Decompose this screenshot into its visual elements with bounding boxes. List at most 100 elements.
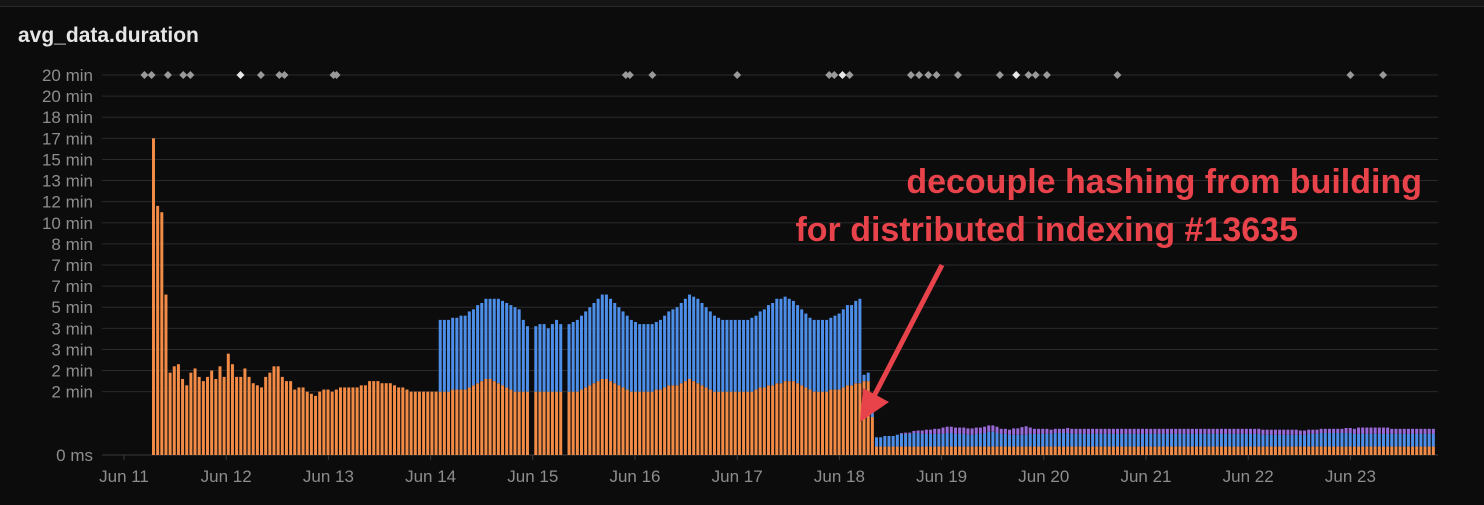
bar-segment: [629, 319, 633, 392]
bar-segment: [1361, 427, 1365, 434]
bar-segment: [1348, 433, 1352, 447]
event-marker[interactable]: [1031, 71, 1040, 79]
bar-segment: [1207, 446, 1211, 455]
bar-segment: [289, 381, 293, 455]
bar-segment: [704, 387, 708, 455]
event-marker[interactable]: [953, 71, 962, 79]
bar-segment: [384, 383, 388, 455]
y-tick-label: 2 min: [51, 383, 93, 402]
event-marker[interactable]: [1346, 71, 1355, 79]
bar-segment: [1411, 433, 1415, 447]
event-marker[interactable]: [275, 71, 284, 79]
bar-segment: [1261, 434, 1265, 447]
bar-segment: [447, 319, 451, 392]
bar-segment: [430, 391, 434, 455]
bar-segment: [1032, 446, 1036, 455]
bar-segment: [962, 446, 966, 455]
bar-segment: [941, 433, 945, 447]
bar-segment: [945, 426, 949, 434]
event-marker[interactable]: [924, 71, 933, 79]
bar-segment: [1024, 426, 1028, 435]
event-marker[interactable]: [625, 71, 634, 79]
bar-segment: [1111, 428, 1115, 434]
y-tick-label: 7 min: [51, 256, 93, 275]
bar-segment: [1348, 446, 1352, 455]
event-marker[interactable]: [825, 71, 834, 79]
bar-segment: [1381, 433, 1385, 447]
bar-segment: [592, 303, 596, 384]
event-marker[interactable]: [1113, 71, 1122, 79]
bar-segment: [1153, 428, 1157, 434]
event-marker[interactable]: [733, 71, 742, 79]
event-marker[interactable]: [186, 71, 195, 79]
bar-segment: [766, 305, 770, 386]
bar-segment: [787, 298, 791, 382]
event-marker[interactable]: [280, 71, 289, 79]
bar-segment: [825, 319, 829, 392]
event-marker[interactable]: [621, 71, 630, 79]
bar-segment: [937, 428, 941, 434]
x-tick-label: Jun 17: [712, 467, 763, 486]
bar-segment: [1286, 434, 1290, 447]
bar-segment: [1045, 433, 1049, 447]
event-marker[interactable]: [256, 71, 265, 79]
bar-segment: [359, 385, 363, 455]
event-marker[interactable]: [1024, 71, 1033, 79]
bar-segment: [1190, 428, 1194, 434]
event-marker[interactable]: [995, 71, 1004, 79]
event-marker[interactable]: [147, 71, 156, 79]
event-marker[interactable]: [1379, 71, 1388, 79]
bar-segment: [754, 389, 758, 455]
bar-segment: [1381, 427, 1385, 434]
bar-segment: [276, 366, 280, 455]
event-marker[interactable]: [915, 71, 924, 79]
event-marker[interactable]: [140, 71, 149, 79]
bar-segment: [650, 324, 654, 392]
bar-segment: [783, 381, 787, 455]
bar-segment: [1303, 434, 1307, 447]
event-marker[interactable]: [1042, 71, 1051, 79]
event-marker[interactable]: [236, 71, 245, 79]
event-marker[interactable]: [845, 71, 854, 79]
bar-segment: [850, 305, 854, 386]
bar-segment: [858, 298, 862, 384]
event-marker[interactable]: [179, 71, 188, 79]
bar-segment: [555, 391, 559, 455]
bar-segment: [812, 391, 816, 455]
bar-segment: [496, 298, 500, 384]
bar-segment: [912, 446, 916, 455]
bar-segment: [613, 383, 617, 455]
event-marker[interactable]: [830, 71, 839, 79]
bar-segment: [1095, 428, 1099, 434]
event-marker[interactable]: [332, 71, 341, 79]
bar-segment: [1186, 428, 1190, 434]
bar-segment: [1178, 428, 1182, 434]
bar-segment: [484, 298, 488, 379]
bar-segment: [941, 446, 945, 455]
bar-segment: [991, 425, 995, 432]
bar-segment: [991, 431, 995, 447]
bar-segment: [1431, 428, 1435, 434]
bar-segment: [1406, 428, 1410, 434]
bar-segment: [775, 383, 779, 455]
bar-segment: [1232, 428, 1236, 434]
bar-segment: [1207, 433, 1211, 447]
event-marker[interactable]: [838, 71, 847, 79]
bar-segment: [1182, 446, 1186, 455]
event-marker[interactable]: [163, 71, 172, 79]
event-marker[interactable]: [1012, 71, 1021, 79]
bar-segment: [1165, 446, 1169, 455]
event-marker[interactable]: [906, 71, 915, 79]
bar-segment: [1149, 433, 1153, 447]
bar-segment: [189, 372, 193, 455]
bar-segment: [737, 319, 741, 392]
bar-segment: [692, 381, 696, 455]
x-tick-label: Jun 22: [1223, 467, 1274, 486]
bar-segment: [1203, 428, 1207, 434]
y-tick-label: 5 min: [51, 298, 93, 317]
event-marker[interactable]: [648, 71, 657, 79]
bar-segment: [1016, 434, 1020, 447]
bar-segment: [1091, 428, 1095, 434]
bar-segment: [796, 305, 800, 384]
event-marker[interactable]: [932, 71, 941, 79]
